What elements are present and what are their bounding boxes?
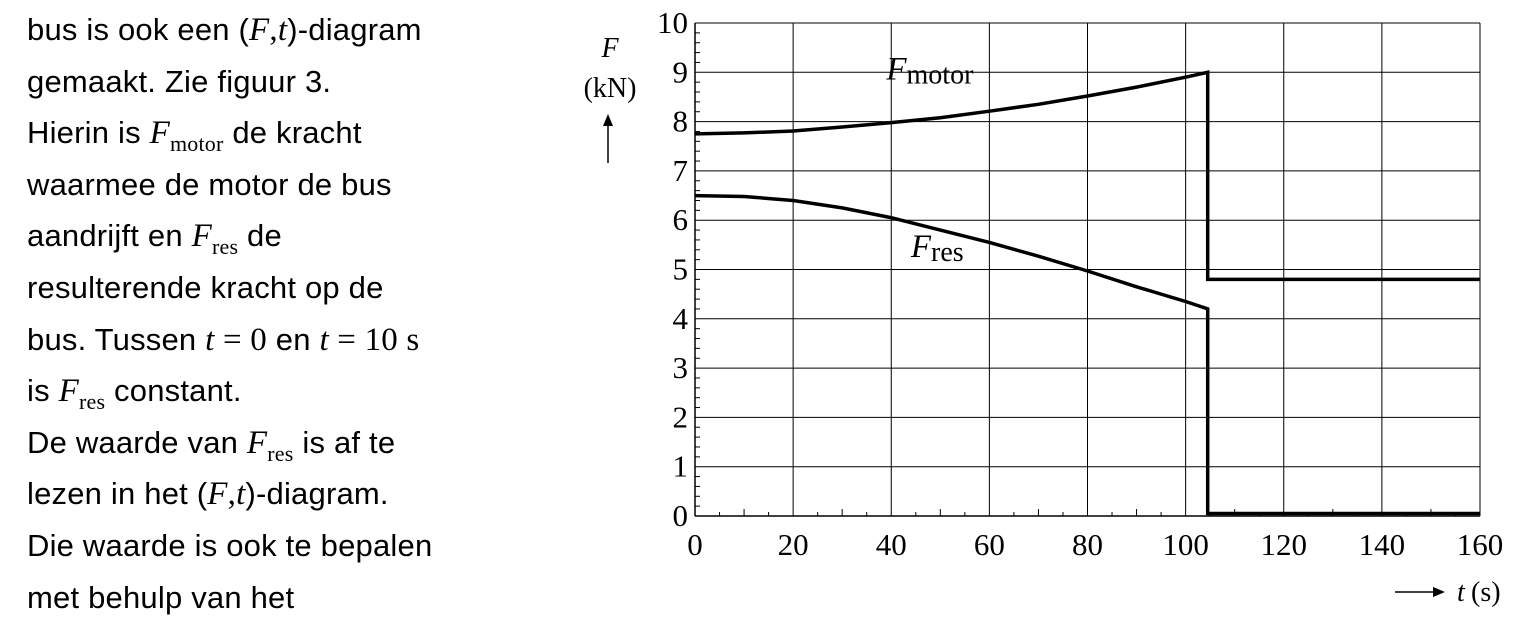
- y-tick-label: 1: [673, 449, 689, 484]
- x-tick-label: 100: [1162, 527, 1209, 562]
- text-line-6: resulterende kracht op de: [27, 269, 384, 305]
- symbol-F: F: [149, 115, 170, 152]
- text-span: is af te: [293, 424, 396, 460]
- x-tick-label: 140: [1359, 527, 1406, 562]
- subscript-motor: motor: [169, 131, 224, 157]
- y-tick-label: 6: [673, 202, 689, 237]
- text-span: De waarde van: [27, 424, 247, 460]
- symbol-F: F: [246, 424, 268, 461]
- grid-major: [694, 22, 1481, 517]
- x-axis-label-symbol: t: [1457, 577, 1466, 608]
- subscript-res: res: [267, 440, 294, 466]
- subscript-res: res: [78, 389, 106, 415]
- x-tick-label: 40: [876, 527, 907, 562]
- symbol-t: t: [319, 321, 329, 358]
- series-label-symbol: F: [910, 229, 932, 265]
- text-line-1: bus is ook een (F,t)-diagram: [27, 4, 567, 56]
- y-tick-label: 3: [673, 350, 689, 385]
- symbol-F: F: [207, 476, 228, 513]
- text-line-2: gemaakt. Zie figuur 3.: [27, 63, 332, 99]
- symbol-t: t: [205, 321, 215, 358]
- text-line-12: met behulp van het: [27, 579, 295, 615]
- symbol-F: F: [191, 218, 212, 255]
- series-group: [694, 70, 1480, 516]
- y-axis-label-symbol: F: [600, 33, 619, 64]
- series-label-subscript: res: [931, 237, 964, 268]
- text-span: aandrijft en: [27, 218, 192, 254]
- symbol-t: t: [277, 12, 288, 48]
- body-text: bus is ook een (F,t)-diagram gemaakt. Zi…: [27, 4, 567, 623]
- up-arrow-head-icon: [603, 114, 613, 126]
- x-axis-label-unit: (s): [1471, 577, 1501, 608]
- text-line-11: Die waarde is ook te bepalen: [27, 527, 433, 563]
- force-time-chart: 0 20 40 60 80 100 120 140 160012345678910F(kN)t …: [584, 5, 1504, 608]
- text-line-9: De waarde van Fres is af te: [27, 417, 567, 469]
- symbol-t: t: [236, 476, 246, 513]
- y-tick-label: 7: [673, 153, 689, 188]
- text-line-8: is Fres constant.: [27, 365, 567, 417]
- text-span: lezen in het (: [27, 476, 208, 512]
- series-line-motor: [694, 70, 1480, 282]
- series-label-subscript: motor: [907, 60, 975, 91]
- x-tick-label: 80: [1072, 527, 1103, 562]
- text-line-7: bus. Tussen t = 0 en t = 10 s: [27, 314, 567, 366]
- text-span: bus. Tussen: [27, 321, 206, 357]
- math-eq: = 0: [214, 321, 267, 358]
- y-tick-label: 8: [673, 104, 689, 139]
- y-tick-label: 10: [657, 5, 688, 40]
- series-label-res: Fres: [910, 229, 964, 268]
- labels-group: 0 20 40 60 80 100 120 140 160012345678910F(kN)t …: [584, 5, 1504, 608]
- x-tick-label: 0: [687, 527, 703, 562]
- x-tick-label: 160: [1457, 527, 1504, 562]
- text-line-10: lezen in het (F,t)-diagram.: [27, 468, 567, 520]
- subscript-res: res: [211, 234, 239, 260]
- x-tick-label: 60: [974, 527, 1005, 562]
- text-span: Hierin is: [27, 115, 150, 151]
- text-comma: ,: [269, 12, 278, 48]
- text-span: )-diagram: [287, 12, 422, 47]
- text-line-3: Hierin is Fmotor de kracht: [27, 107, 567, 159]
- text-span: constant.: [105, 373, 242, 409]
- y-tick-label: 2: [673, 399, 689, 434]
- symbol-F: F: [58, 373, 79, 410]
- text-span: is: [27, 373, 59, 409]
- series-label-symbol: F: [885, 52, 907, 88]
- y-tick-label: 9: [673, 54, 689, 89]
- right-arrow-head-icon: [1433, 587, 1445, 597]
- y-tick-label: 0: [673, 498, 689, 533]
- series-line-res: [694, 193, 1480, 516]
- y-axis-label-unit: (kN): [584, 73, 637, 104]
- x-tick-label: 120: [1261, 527, 1308, 562]
- y-tick-label: 4: [673, 301, 689, 336]
- text-span: de: [238, 218, 282, 254]
- x-tick-label: 20: [778, 527, 809, 562]
- text-line-5: aandrijft en Fres de: [27, 210, 567, 262]
- series-label-motor: Fmotor: [885, 52, 974, 91]
- text-line-4: waarmee de motor de bus: [27, 166, 392, 202]
- y-tick-label: 5: [673, 252, 689, 287]
- text-span: en: [266, 321, 320, 357]
- math-eq: = 10 s: [328, 321, 420, 358]
- axes: [694, 23, 1480, 517]
- symbol-F: F: [249, 12, 270, 48]
- text-comma: ,: [227, 476, 237, 513]
- text-span: de kracht: [223, 115, 362, 151]
- text-span: bus is ook een (: [27, 12, 250, 47]
- grid-minor: [695, 32, 1456, 516]
- text-span: )-diagram.: [245, 476, 389, 512]
